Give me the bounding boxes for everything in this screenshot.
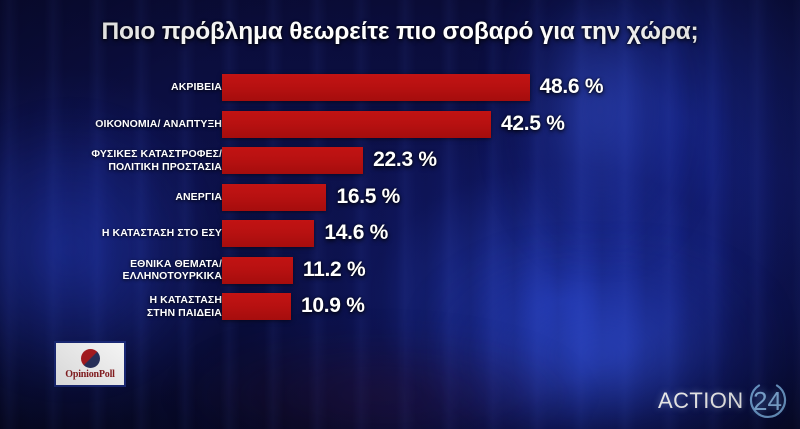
- background-sheen-left: [0, 120, 200, 380]
- opinionpoll-circle-icon: [80, 349, 100, 368]
- bar-value-label: 42.5 %: [501, 112, 565, 136]
- bar-chart: ΑΚΡΙΒΕΙΑ 48.6 % ΟΙΚΟΝΟΜΙΑ/ ΑΝΑΠΤΥΞΗ 42.5 % Φ…: [0, 74, 800, 332]
- category-label: Η ΚΑΤΑΣΤΑΣΗ ΣΤΟ ΕΣΥ: [0, 227, 222, 240]
- category-label: ΟΙΚΟΝΟΜΙΑ/ ΑΝΑΠΤΥΞΗ: [0, 118, 222, 131]
- chart-row: ΟΙΚΟΝΟΜΙΑ/ ΑΝΑΠΤΥΞΗ 42.5 %: [0, 110, 800, 138]
- opinionpoll-logo-text: OpinionPoll: [65, 369, 115, 380]
- chart-row: Η ΚΑΤΑΣΤΑΣΗ ΣΤΟ ΕΣΥ 14.6 %: [0, 220, 800, 247]
- bar-value-label: 11.2 %: [303, 258, 366, 282]
- category-label: ΑΝΕΡΓΙΑ: [0, 191, 222, 204]
- action24-word: ACTION: [658, 388, 744, 414]
- background-fold-shadow: [170, 330, 590, 429]
- background-sheen-top-right: [500, 0, 700, 260]
- opinionpoll-logo: OpinionPoll: [54, 341, 126, 387]
- circle-arc-icon: [749, 384, 786, 419]
- bar: [222, 293, 291, 320]
- action24-number: 24: [753, 386, 782, 417]
- action24-logo: ACTION 24: [658, 381, 790, 421]
- bar-value-label: 10.9 %: [301, 294, 365, 318]
- chart-row: ΑΝΕΡΓΙΑ 16.5 %: [0, 183, 800, 211]
- bar: [222, 110, 492, 138]
- chart-row: Η ΚΑΤΑΣΤΑΣΗ ΣΤΗΝ ΠΑΙΔΕΙΑ 10.9 %: [0, 293, 800, 320]
- bar-value-label: 14.6 %: [324, 221, 388, 245]
- bar: [222, 74, 530, 101]
- category-label: ΕΘΝΙΚΑ ΘΕΜΑΤΑ/ ΕΛΛΗΝΟΤΟΥΡΚΙΚΑ: [0, 258, 222, 283]
- bar-value-label: 16.5 %: [336, 185, 400, 209]
- category-label: ΑΚΡΙΒΕΙΑ: [0, 81, 222, 94]
- bar: [222, 220, 315, 247]
- bar-value-label: 48.6 %: [540, 75, 604, 99]
- chart-row: ΑΚΡΙΒΕΙΑ 48.6 %: [0, 74, 800, 101]
- chart-row: ΦΥΣΙΚΕΣ ΚΑΤΑΣΤΡΟΦΕΣ/ ΠΟΛΙΤΙΚΗ ΠΡΟΣΤΑΣΙΑ 2…: [0, 147, 800, 174]
- background-sheen-bottom-right: [430, 250, 770, 429]
- bar: [222, 147, 364, 174]
- category-label: Η ΚΑΤΑΣΤΑΣΗ ΣΤΗΝ ΠΑΙΔΕΙΑ: [0, 294, 222, 319]
- bar: [222, 183, 327, 211]
- action24-badge: 24: [746, 379, 790, 423]
- chart-row: ΕΘΝΙΚΑ ΘΕΜΑΤΑ/ ΕΛΛΗΝΟΤΟΥΡΚΙΚΑ 11.2 %: [0, 256, 800, 284]
- bar-value-label: 22.3 %: [373, 148, 437, 172]
- bar: [222, 256, 293, 284]
- page-title: Ποιο πρόβλημα θεωρείτε πιο σοβαρό για τη…: [0, 18, 800, 46]
- category-label: ΦΥΣΙΚΕΣ ΚΑΤΑΣΤΡΟΦΕΣ/ ΠΟΛΙΤΙΚΗ ΠΡΟΣΤΑΣΙΑ: [0, 148, 222, 173]
